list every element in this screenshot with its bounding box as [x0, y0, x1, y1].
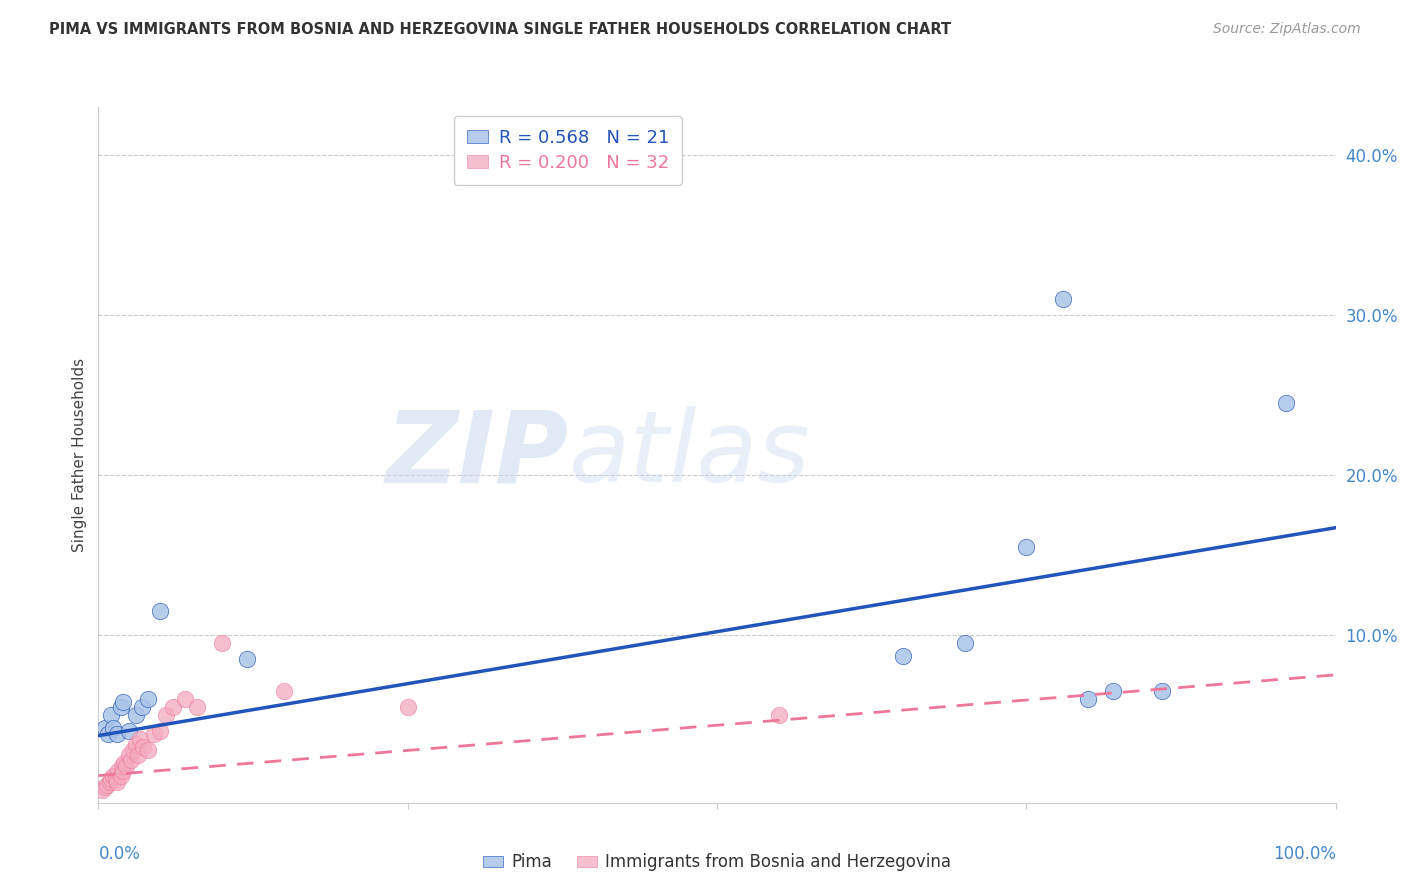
Text: PIMA VS IMMIGRANTS FROM BOSNIA AND HERZEGOVINA SINGLE FATHER HOUSEHOLDS CORRELAT: PIMA VS IMMIGRANTS FROM BOSNIA AND HERZE… [49, 22, 952, 37]
Point [103, 721, 125, 735]
Point [100, 772, 122, 786]
Point [1275, 396, 1298, 410]
Point [105, 775, 128, 789]
Point [127, 747, 149, 762]
Point [162, 699, 184, 714]
Point [112, 764, 135, 778]
Point [112, 756, 135, 770]
Y-axis label: Single Father Households: Single Father Households [72, 358, 87, 552]
Text: 100.0%: 100.0% [1272, 845, 1336, 863]
Point [149, 604, 172, 618]
Point [105, 727, 128, 741]
Text: 0.0%: 0.0% [98, 845, 141, 863]
Point [768, 707, 790, 722]
Point [124, 737, 146, 751]
Point [131, 699, 153, 714]
Point [1015, 540, 1038, 554]
Point [110, 769, 132, 783]
Point [136, 691, 159, 706]
Point [132, 739, 155, 754]
Text: atlas: atlas [568, 407, 810, 503]
Point [118, 747, 141, 762]
Point [111, 759, 134, 773]
Point [96, 778, 118, 792]
Text: Source: ZipAtlas.com: Source: ZipAtlas.com [1213, 22, 1361, 37]
Point [236, 652, 259, 666]
Point [186, 699, 208, 714]
Point [124, 707, 146, 722]
Point [93, 780, 115, 794]
Point [91, 783, 114, 797]
Point [100, 707, 122, 722]
Point [107, 764, 129, 778]
Point [149, 723, 172, 738]
Point [98, 775, 121, 789]
Text: ZIP: ZIP [385, 407, 568, 503]
Point [103, 769, 125, 783]
Legend: Pima, Immigrants from Bosnia and Herzegovina: Pima, Immigrants from Bosnia and Herzego… [477, 847, 957, 878]
Point [104, 772, 127, 786]
Point [273, 683, 295, 698]
Point [93, 721, 115, 735]
Point [136, 743, 159, 757]
Point [211, 636, 233, 650]
Point [1052, 292, 1074, 306]
Point [396, 699, 419, 714]
Point [122, 743, 145, 757]
Point [143, 727, 166, 741]
Point [112, 695, 135, 709]
Point [1152, 683, 1174, 698]
Point [891, 648, 914, 663]
Point [1102, 683, 1125, 698]
Point [114, 759, 136, 773]
Point [953, 636, 976, 650]
Point [110, 699, 132, 714]
Point [1077, 691, 1099, 706]
Point [174, 691, 197, 706]
Point [155, 707, 177, 722]
Point [97, 727, 120, 741]
Point [120, 753, 142, 767]
Point [118, 723, 141, 738]
Point [129, 731, 152, 746]
